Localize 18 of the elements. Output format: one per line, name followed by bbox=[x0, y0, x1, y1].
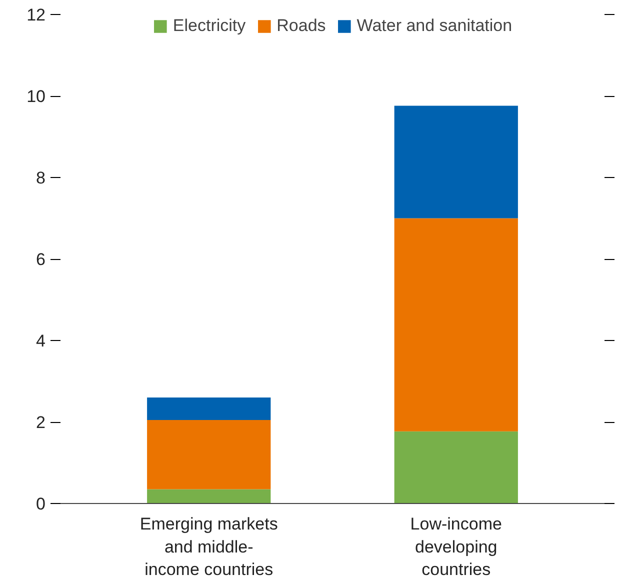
bar bbox=[394, 106, 518, 218]
y-tick-label: 2 bbox=[36, 413, 46, 432]
bar bbox=[147, 489, 271, 504]
bar bbox=[147, 420, 271, 490]
y-tick-label: 10 bbox=[26, 87, 46, 106]
bar bbox=[394, 431, 518, 504]
bar bbox=[394, 218, 518, 432]
x-tick-label: Low-income developing countries bbox=[410, 514, 502, 580]
bar bbox=[147, 398, 271, 420]
y-tick-label: 6 bbox=[36, 250, 46, 269]
y-tick-label: 0 bbox=[36, 494, 46, 514]
legend-label: Electricity bbox=[172, 16, 246, 36]
legend-label: Water and sanitation bbox=[356, 16, 512, 36]
y-tick-label: 8 bbox=[36, 168, 46, 188]
y-tick-label: 12 bbox=[26, 6, 46, 24]
legend-label: Roads bbox=[276, 16, 326, 36]
y-tick-label: 4 bbox=[36, 332, 46, 350]
x-tick-label: Emerging markets and middle- income countries bbox=[140, 514, 278, 580]
